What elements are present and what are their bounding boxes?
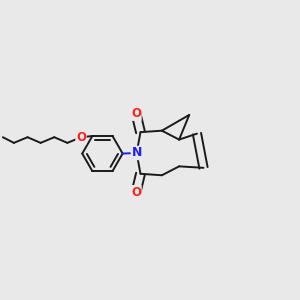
Text: O: O <box>76 131 86 144</box>
Text: O: O <box>131 107 141 120</box>
Text: O: O <box>131 186 141 199</box>
Text: N: N <box>131 146 142 160</box>
